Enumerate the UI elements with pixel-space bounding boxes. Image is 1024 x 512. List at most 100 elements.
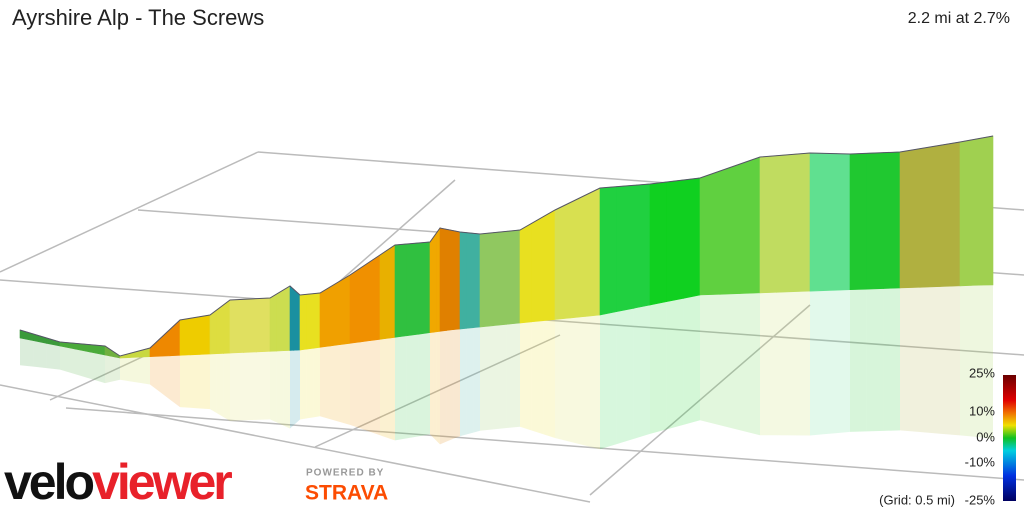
profile-reflection (633, 305, 650, 440)
profile-segment (599, 186, 617, 316)
profile-segment (836, 153, 851, 291)
profile-segment (223, 299, 231, 354)
profile-reflection (433, 331, 437, 441)
profile-reflection (436, 331, 440, 445)
profile-reflection (160, 355, 170, 400)
legend-label: -10% (965, 454, 996, 469)
profile-segment (554, 202, 571, 320)
profile-reflection (390, 337, 395, 441)
profile-segment (433, 231, 437, 333)
profile-segment (823, 153, 837, 291)
profile-reflection (290, 350, 294, 429)
profile-reflection (793, 291, 810, 436)
profile-reflection (866, 288, 884, 432)
profile-segment (299, 294, 307, 351)
profile-segment (633, 183, 651, 309)
profile-segment (739, 156, 761, 294)
profile-reflection (466, 327, 474, 435)
profile-reflection (543, 319, 555, 439)
profile-segment (506, 229, 521, 325)
profile-reflection (720, 293, 740, 431)
profile-segment (531, 216, 544, 323)
profile-reflection (700, 294, 720, 426)
profile-segment (149, 337, 161, 357)
profile-segment (439, 227, 447, 332)
profile-segment (293, 288, 297, 351)
profile-segment (569, 194, 586, 319)
profile-reflection (243, 351, 257, 421)
legend-label: -25% (965, 492, 996, 507)
profile-reflection (960, 285, 971, 437)
profile-reflection (600, 311, 617, 450)
profile-reflection (46, 343, 60, 370)
profile-reflection (306, 348, 314, 419)
profile-reflection (430, 332, 434, 438)
profile-reflection (406, 334, 419, 439)
profile-segment (446, 228, 454, 331)
profile-reflection (210, 353, 217, 414)
profile-reflection (360, 340, 370, 432)
profile-reflection (283, 350, 290, 429)
profile-segment (899, 148, 921, 289)
profile-reflection (982, 285, 993, 440)
profile-reflection (850, 289, 867, 432)
profile-segment (283, 285, 291, 352)
grid-note: (Grid: 0.5 mi) (879, 492, 955, 507)
profile-segment (919, 144, 941, 288)
profile-segment (384, 247, 391, 340)
profile-reflection (256, 351, 270, 420)
profile-reflection (170, 355, 180, 408)
profile-segment (209, 309, 217, 355)
logo: veloviewer (4, 454, 232, 510)
profile-reflection (920, 286, 940, 434)
profile-reflection (740, 292, 760, 436)
profile-reflection (60, 346, 75, 375)
profile-segment (666, 179, 684, 303)
profile-outline (19, 135, 994, 357)
profile-segment (216, 304, 224, 355)
profile-reflection (585, 315, 600, 450)
profile-reflection (480, 325, 494, 431)
title: Ayrshire Alp - The Screws (12, 5, 264, 30)
profile-segment (169, 319, 181, 357)
profile-reflection (300, 349, 307, 420)
profile-reflection (320, 346, 330, 420)
profile-reflection (418, 332, 430, 437)
profile-reflection (90, 352, 105, 384)
profile-reflection (200, 354, 210, 410)
profile-reflection (940, 285, 960, 436)
profile-reflection (20, 338, 34, 367)
profile-segment (459, 231, 467, 330)
profile-segment (616, 185, 634, 313)
profile-segment (473, 233, 481, 328)
profile-reflection (453, 329, 460, 439)
profile-reflection (810, 290, 824, 436)
profile-reflection (313, 347, 320, 418)
profile-segment (319, 286, 331, 348)
profile-reflection (883, 287, 900, 431)
profile-segment (329, 280, 341, 347)
profile-segment (543, 209, 556, 321)
profile-reflection (105, 355, 110, 384)
profile-segment (683, 177, 701, 299)
profile-segment (256, 297, 271, 353)
profile-segment (809, 152, 824, 292)
profile-reflection (395, 335, 407, 441)
profile-reflection (223, 353, 230, 421)
profile-segment (793, 152, 811, 293)
profile-segment (649, 181, 667, 306)
profile-reflection (460, 328, 467, 437)
profile-segment (429, 236, 434, 334)
profile-segment (289, 285, 294, 351)
profile-reflection (180, 354, 190, 408)
profile-reflection (370, 339, 380, 436)
legend-label: 25% (969, 365, 995, 380)
profile-reflection (520, 321, 532, 431)
profile-segment (466, 232, 474, 329)
strava-logo: STRAVA (305, 482, 388, 505)
profile-segment (584, 187, 601, 317)
profile-segment (306, 293, 314, 350)
profile-reflection (150, 356, 160, 393)
profile-reflection (33, 340, 47, 369)
